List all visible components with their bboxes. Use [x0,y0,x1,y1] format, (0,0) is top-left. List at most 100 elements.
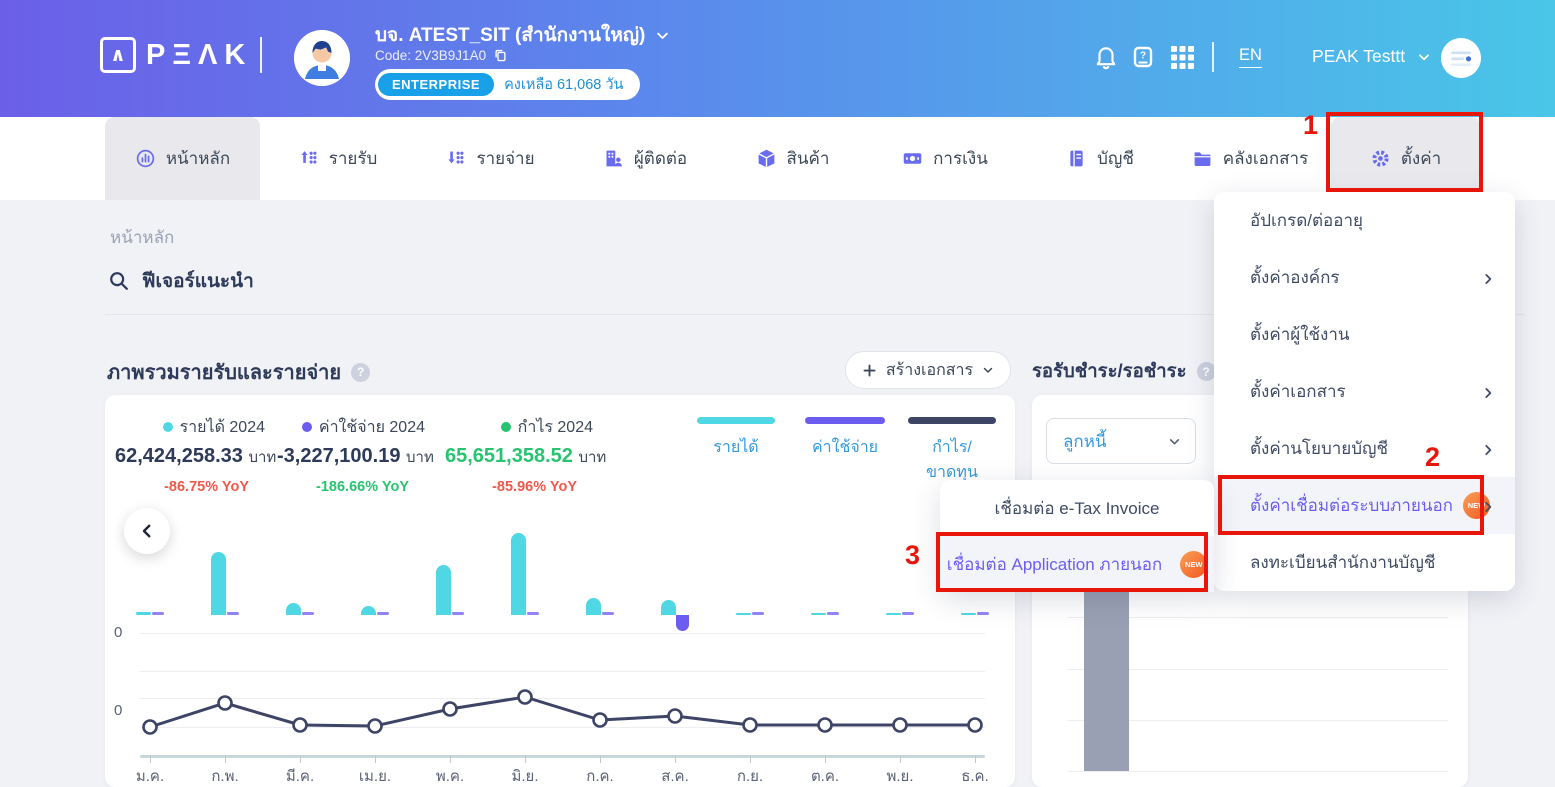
stat-dot-icon [301,422,312,432]
stat-value: 65,651,358.52 บาท [445,445,606,469]
chevron-right-icon [1481,499,1495,513]
company-code: Code: 2V3B9J1A0 [375,48,508,63]
peak-logo[interactable]: ∧ PΞΛK [100,37,263,73]
stat-block-1: ค่าใช้จ่าย 2024 -3,227,100.19 บาท -186.66%… [277,415,434,495]
peak-logo-text: PΞΛK [146,38,253,71]
nav-tab-3[interactable]: ผู้ติดต่อ [585,117,705,200]
legend-toggle-label: กำไร/ขาดทุน [926,439,978,481]
menu-item-label: ตั้งค่าผู้ใช้งาน [1250,325,1350,344]
connect-submenu-item-1[interactable]: เชื่อมต่อ Application ภายนอก NEW [940,536,1214,592]
settings-menu-item-4[interactable]: ตั้งค่านโยบายบัญชี [1214,420,1515,477]
finance-icon [902,148,923,169]
company-selector[interactable]: บจ. ATEST_SIT (สำนักงานใหญ่) [375,20,670,50]
legend-color-bar [805,417,885,424]
stat-value-number: 62,424,258.33 [115,445,243,467]
new-badge: NEW [1180,550,1208,578]
nav-tab-label: รายจ่าย [476,149,535,168]
settings-menu-item-2[interactable]: ตั้งค่าผู้ใช้งาน [1214,306,1515,363]
plan-remaining-days: คงเหลือ 61,068 วัน [504,77,624,93]
help-manual-icon[interactable]: ? [1131,45,1155,74]
chevron-down-icon [983,367,993,373]
menu-item-label: ลงทะเบียนสำนักงานบัญชี [1250,553,1436,572]
connect-submenu-item-0[interactable]: เชื่อมต่อ e-Tax Invoice [940,480,1214,536]
stat-yoy: -186.66% YoY [316,479,409,495]
nav-tab-7[interactable]: คลังเอกสาร [1180,117,1320,200]
new-badge: NEW [1462,492,1490,519]
company-avatar[interactable] [294,30,350,86]
settings-menu-item-1[interactable]: ตั้งค่าองค์กร [1214,249,1515,306]
stat-unit: บาท [406,449,434,466]
create-document-label: สร้างเอกสาร [885,361,974,379]
annotation-number-2: 2 [1425,442,1441,472]
legend-toggle-0[interactable]: รายได้ [697,417,775,460]
stat-label-text: กำไร 2024 [517,419,593,436]
help-tooltip-icon[interactable]: ? [1196,362,1216,381]
annotation-number-1: 1 [1303,110,1319,140]
menu-item-label: ตั้งค่านโยบายบัญชี [1250,439,1389,458]
stat-unit: บาท [248,449,277,466]
copy-icon[interactable] [493,48,508,63]
external-connect-submenu: เชื่อมต่อ e-Tax Invoice เชื่อมต่อ Applica… [940,480,1214,592]
chevron-down-icon [1419,53,1430,60]
stat-dot-icon [162,422,173,432]
stat-label: ค่าใช้จ่าย 2024 [277,415,425,440]
settings-dropdown-menu: อัปเกรด/ต่ออายุตั้งค่าองค์กรตั้งค่าผู้ใช… [1214,192,1515,591]
search-label: ฟีเจอร์แนะนำ [142,271,254,292]
nav-tab-5[interactable]: การเงิน [890,117,1000,200]
svg-text:?: ? [1140,51,1146,62]
company-avatar-illustration [294,30,350,86]
menu-item-label: ตั้งค่าองค์กร [1250,268,1340,287]
create-document-button[interactable]: สร้างเอกสาร [845,351,1011,389]
stat-value: -3,227,100.19 บาท [277,445,434,469]
chevron-right-icon [1481,385,1495,399]
plus-icon [863,364,876,376]
nav-tab-1[interactable]: รายรับ [285,117,390,200]
settings-menu-item-5[interactable]: ตั้งค่าเชื่อมต่อระบบภายนอก NEW [1214,477,1515,534]
peak-logo-mark-icon: ∧ [100,37,136,73]
chart-prev-button[interactable] [124,508,170,554]
legend-toggle-1[interactable]: ค่าใช้จ่าย [805,417,885,460]
help-tooltip-icon[interactable]: ? [351,362,371,382]
notifications-bell-icon[interactable] [1093,44,1119,75]
plan-pill[interactable]: ENTERPRISE คงเหลือ 61,068 วัน [375,69,641,100]
stat-block-0: รายได้ 2024 62,424,258.33 บาท -86.75% YoY [115,415,276,495]
settings-menu-item-6[interactable]: ลงทะเบียนสำนักงานบัญชี [1214,534,1515,591]
settings-menu-item-0[interactable]: อัปเกรด/ต่ออายุ [1214,192,1515,249]
app-header: ∧ PΞΛK บจ. ATEST_SIT (สำนักงานใหญ่) Code… [0,0,1555,117]
nav-tab-settings[interactable]: ตั้งค่า [1331,117,1480,200]
legend-toggle-label: รายได้ [713,439,759,456]
header-divider [1212,42,1214,72]
stat-value-number: 65,651,358.52 [445,445,573,467]
nav-tab-2[interactable]: รายจ่าย [435,117,545,200]
language-toggle[interactable]: EN [1239,46,1262,68]
accounting-icon [1066,148,1087,169]
company-name: บจ. ATEST_SIT (สำนักงานใหญ่) [375,25,646,46]
nav-tab-label: การเงิน [933,149,988,168]
settings-menu-item-3[interactable]: ตั้งค่าเอกสาร [1214,363,1515,420]
home-chart-icon [135,148,156,169]
legend-toggle-2[interactable]: กำไร/ขาดทุน [908,417,996,485]
nav-tab-label: ตั้งค่า [1400,149,1442,168]
recommended-features-link[interactable]: ฟีเจอร์แนะนำ [108,266,254,296]
divider [105,314,1525,315]
stat-dot-icon [500,422,511,432]
user-menu[interactable]: PEAK Testtt [1312,46,1431,67]
stat-value: 62,424,258.33 บาท [115,445,276,469]
pending-filter-value: ลูกหนี้ [1063,431,1107,451]
legend-color-bar [697,417,775,424]
pending-filter-dropdown[interactable]: ลูกหนี้ [1046,418,1196,464]
stat-label-text: รายได้ 2024 [179,419,265,436]
logo-divider [260,37,263,73]
contacts-icon [603,148,624,169]
nav-tab-6[interactable]: บัญชี [1055,117,1145,200]
chevron-right-icon [1481,271,1495,285]
nav-tab-label: รายรับ [328,149,378,168]
apps-grid-icon[interactable] [1171,46,1194,74]
plan-badge: ENTERPRISE [378,73,495,96]
user-avatar[interactable] [1441,38,1481,78]
main-navbar: หน้าหลัก รายรับ รายจ่าย ผู้ติดต่อ สินค้า การเ… [0,117,1555,200]
user-avatar-image [1441,38,1481,78]
nav-tab-4[interactable]: สินค้า [745,117,840,200]
nav-tab-home[interactable]: หน้าหลัก [105,117,260,200]
pending-section-title: รอรับชำระ/รอชำระ ? [1032,357,1216,386]
